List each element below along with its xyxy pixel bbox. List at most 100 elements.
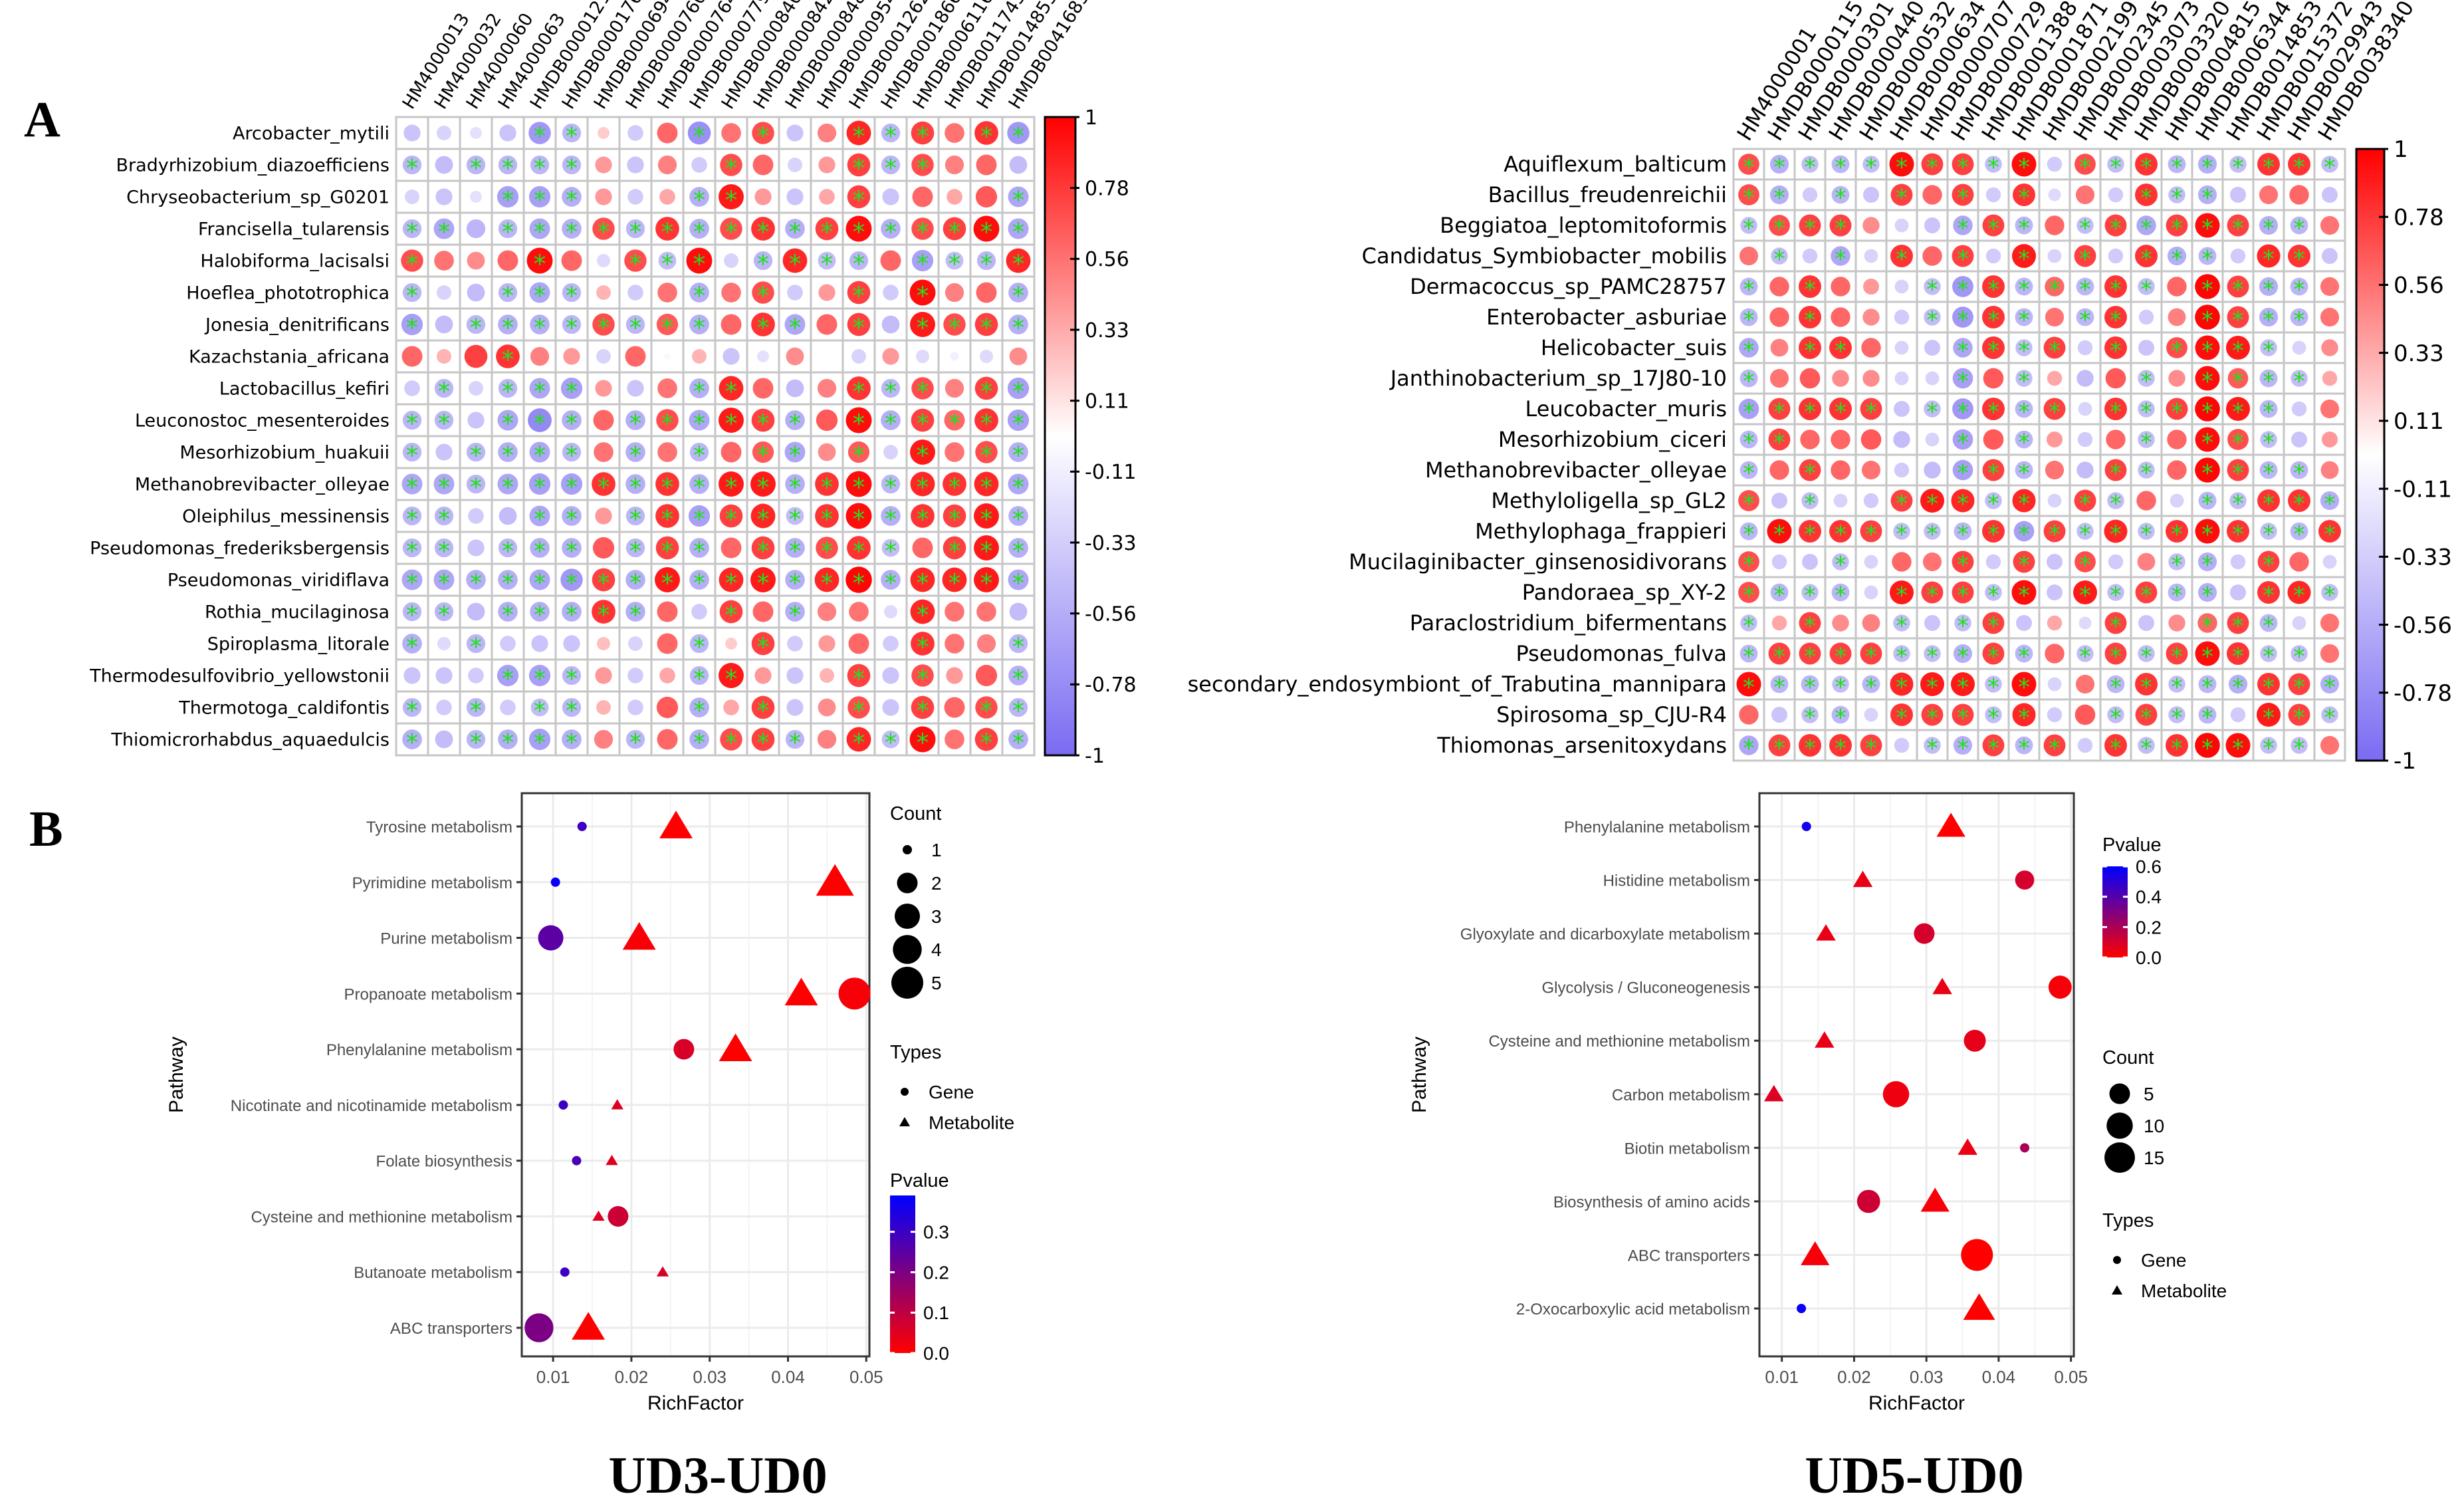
pathway-label: Glyoxylate and dicarboxylate metabolism <box>1460 926 1750 943</box>
significance-asterisk: * <box>1926 399 1938 426</box>
significance-asterisk: * <box>1804 307 1816 334</box>
colorbar-tick-label: 0.33 <box>1085 319 1129 342</box>
correlation-circle <box>657 729 678 750</box>
significance-asterisk: * <box>2232 154 2244 182</box>
correlation-circle <box>883 285 899 301</box>
correlation-circle <box>2257 489 2280 512</box>
correlation-circle <box>689 314 709 334</box>
correlation-circle <box>530 314 550 334</box>
significance-asterisk: * <box>502 217 514 246</box>
significance-asterisk: * <box>1804 277 1816 304</box>
significance-asterisk: * <box>566 408 578 437</box>
metabolite-point <box>1816 924 1836 941</box>
significance-asterisk: * <box>725 472 738 501</box>
correlation-circle <box>528 473 551 495</box>
row-label: Spirosoma_sp_CJU-R4 <box>1496 702 1727 727</box>
correlation-circle <box>2138 370 2155 387</box>
correlation-circle <box>2291 431 2308 448</box>
significance-asterisk: * <box>1926 491 1938 518</box>
correlation-circle <box>847 664 871 687</box>
significance-asterisk: * <box>2140 246 2152 273</box>
significance-asterisk: * <box>1773 582 1785 610</box>
correlation-circle <box>974 312 998 336</box>
significance-asterisk: * <box>661 408 674 437</box>
correlation-circle <box>751 217 775 241</box>
significance-asterisk: * <box>917 695 929 725</box>
pvalue-tick-label: 0.1 <box>923 1303 949 1323</box>
significance-asterisk: * <box>661 568 674 597</box>
heatmap-cell <box>427 116 461 150</box>
significance-asterisk: * <box>2110 277 2122 304</box>
correlation-circle <box>1920 672 1945 697</box>
significance-asterisk: * <box>2171 582 2183 610</box>
correlation-circle <box>2011 672 2037 697</box>
correlation-circle <box>655 567 680 592</box>
correlation-circle <box>402 602 422 622</box>
colorbar-tick-label: -0.33 <box>2394 545 2452 571</box>
significance-asterisk: * <box>2049 735 2061 763</box>
significance-asterisk: * <box>1926 735 1938 763</box>
correlation-circle <box>562 410 582 430</box>
correlation-circle <box>497 473 518 495</box>
significance-asterisk: * <box>406 568 419 597</box>
correlation-circle <box>2291 645 2308 662</box>
significance-asterisk: * <box>853 376 865 406</box>
colorbar-tick-label: -0.33 <box>1085 532 1137 555</box>
significance-asterisk: * <box>980 376 993 406</box>
correlation-circle <box>784 314 806 335</box>
correlation-circle <box>655 472 679 496</box>
significance-asterisk: * <box>629 568 642 597</box>
significance-asterisk: * <box>1987 491 1999 518</box>
significance-asterisk: * <box>1926 705 1938 732</box>
correlation-circle <box>1952 398 1973 420</box>
significance-asterisk: * <box>853 408 865 437</box>
significance-asterisk: * <box>1773 735 1785 763</box>
correlation-circle <box>562 442 582 462</box>
correlation-circle <box>974 727 998 751</box>
types-legend-label: Metabolite <box>2141 1281 2227 1301</box>
correlation-circle <box>466 570 486 590</box>
significance-asterisk: * <box>470 440 483 469</box>
correlation-circle <box>563 635 580 652</box>
correlation-circle <box>881 730 900 749</box>
significance-asterisk: * <box>917 472 929 501</box>
significance-asterisk: * <box>1773 399 1785 426</box>
correlation-circle <box>2225 733 2251 758</box>
correlation-circle <box>883 636 899 652</box>
panel-label-a: A <box>24 92 60 148</box>
correlation-circle <box>881 474 901 494</box>
correlation-circle <box>628 636 643 651</box>
correlation-circle <box>2321 431 2338 448</box>
significance-asterisk: * <box>1896 521 1908 549</box>
correlation-circle <box>1863 493 1879 509</box>
x-tick-label: 0.01 <box>1765 1367 1799 1387</box>
pvalue-tick-label: 0.6 <box>2136 856 2162 877</box>
significance-asterisk: * <box>917 600 929 629</box>
significance-asterisk: * <box>917 376 929 406</box>
correlation-circle <box>946 667 963 684</box>
correlation-circle <box>1894 462 1910 478</box>
correlation-circle <box>786 124 804 142</box>
correlation-circle <box>402 506 422 526</box>
correlation-circle <box>627 125 643 141</box>
correlation-circle <box>466 442 486 462</box>
correlation-circle <box>2047 156 2063 172</box>
significance-asterisk: * <box>2201 674 2213 701</box>
correlation-circle <box>498 155 518 175</box>
significance-asterisk: * <box>2018 307 2030 334</box>
correlation-circle <box>597 254 610 267</box>
correlation-circle <box>689 187 709 207</box>
correlation-circle <box>1801 706 1819 723</box>
correlation-circle <box>1832 676 1849 693</box>
correlation-circle <box>1892 552 1912 572</box>
significance-asterisk: * <box>502 727 514 757</box>
correlation-circle <box>2074 245 2096 267</box>
correlation-circle <box>405 189 419 204</box>
correlation-circle <box>689 634 709 654</box>
correlation-circle <box>500 636 516 652</box>
metabolite-point <box>659 810 693 838</box>
significance-asterisk: * <box>2232 307 2244 334</box>
correlation-circle <box>2135 581 2158 604</box>
correlation-circle <box>1831 460 1850 480</box>
significance-asterisk: * <box>1865 399 1877 426</box>
